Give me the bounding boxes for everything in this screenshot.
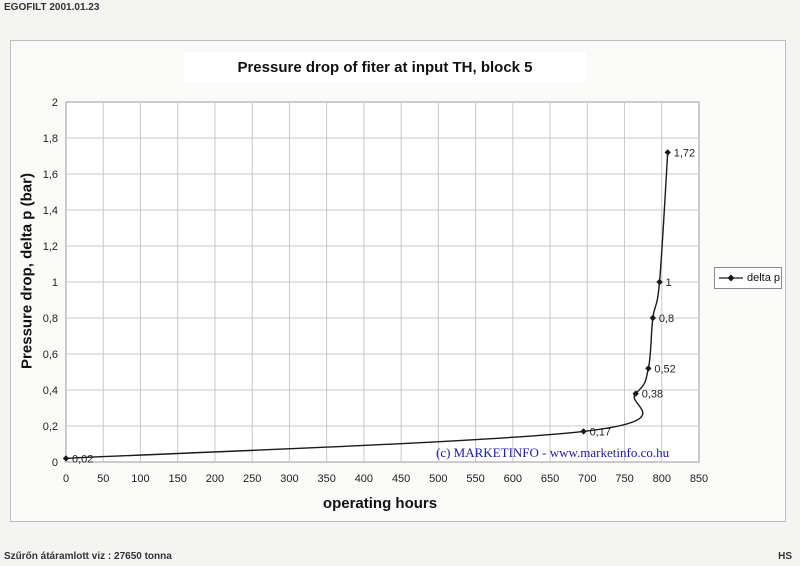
y-tick-labels: 0 0,2 0,4 0,6 0,8 1 1,2 1,4 1,6 1,8 2: [43, 97, 58, 469]
footer-right-text: HS: [778, 551, 792, 562]
y-tick-label: 1: [52, 277, 58, 289]
watermark-text: (c) MARKETINFO - www.marketinfo.co.hu: [436, 445, 670, 460]
x-tick-labels: 0 50 100 150 200 250 300 350 400 450 500 550 600 650 7…: [63, 473, 708, 485]
x-tick-label: 650: [541, 473, 559, 485]
y-tick-label: 0,4: [43, 385, 58, 397]
data-label: 0,8: [659, 313, 674, 325]
header-text: EGOFILT 2001.01.23: [4, 2, 100, 13]
data-label: 0,02: [72, 453, 93, 465]
x-tick-label: 550: [466, 473, 484, 485]
x-tick-label: 850: [690, 473, 708, 485]
chart-title-text: Pressure drop of fiter at input TH, bloc…: [237, 58, 533, 76]
x-tick-label: 600: [504, 473, 522, 485]
x-tick-label: 0: [63, 473, 69, 485]
series-layer: 0,02 0,17 0,38 0,52 0,8 1 1,72: [62, 147, 695, 465]
y-tick-label: 2: [52, 97, 58, 109]
data-label: 0,52: [654, 363, 675, 375]
data-point-marker: [580, 428, 587, 435]
data-label: 0,38: [642, 389, 663, 401]
y-tick-label: 0,6: [43, 349, 58, 361]
x-tick-label: 700: [578, 473, 596, 485]
data-point-marker: [656, 278, 663, 286]
legend: delta p: [714, 267, 782, 289]
x-tick-label: 250: [243, 473, 261, 485]
x-tick-label: 450: [392, 473, 410, 485]
x-tick-label: 800: [653, 473, 671, 485]
x-tick-label: 500: [429, 473, 447, 485]
data-point-marker: [632, 390, 639, 397]
legend-label: delta p: [747, 272, 781, 284]
y-tick-label: 0,2: [43, 421, 58, 433]
footer-left-text: Szűrőn átáramlott viz : 27650 tonna: [4, 551, 172, 562]
data-point-marker: [62, 455, 70, 462]
data-point-marker: [664, 149, 671, 156]
data-point-marker: [649, 314, 657, 322]
x-tick-label: 150: [169, 473, 187, 485]
x-tick-label: 200: [206, 473, 224, 485]
x-tick-label: 100: [131, 473, 149, 485]
data-label: 1,72: [674, 147, 695, 159]
x-axis-label: operating hours: [322, 495, 438, 512]
y-tick-label: 0: [52, 457, 58, 469]
y-tick-label: 1,4: [43, 205, 58, 217]
x-tick-label: 750: [615, 473, 633, 485]
grid-lines: [66, 102, 699, 462]
data-label: 0,17: [590, 426, 611, 438]
y-tick-label: 0,8: [43, 313, 58, 325]
y-axis-label: Pressure drop, delta p (bar): [18, 173, 36, 369]
data-label: 1: [666, 277, 672, 289]
legend-marker-icon: [719, 274, 743, 282]
x-tick-label: 50: [97, 473, 109, 485]
y-tick-label: 1,2: [43, 241, 58, 253]
y-tick-label: 1,6: [43, 169, 58, 181]
x-tick-label: 350: [317, 473, 335, 485]
x-tick-label: 400: [355, 473, 373, 485]
chart-title: Pressure drop of fiter at input TH, bloc…: [184, 52, 586, 82]
data-point-marker: [645, 365, 652, 372]
x-tick-label: 300: [280, 473, 298, 485]
y-tick-label: 1,8: [43, 133, 58, 145]
